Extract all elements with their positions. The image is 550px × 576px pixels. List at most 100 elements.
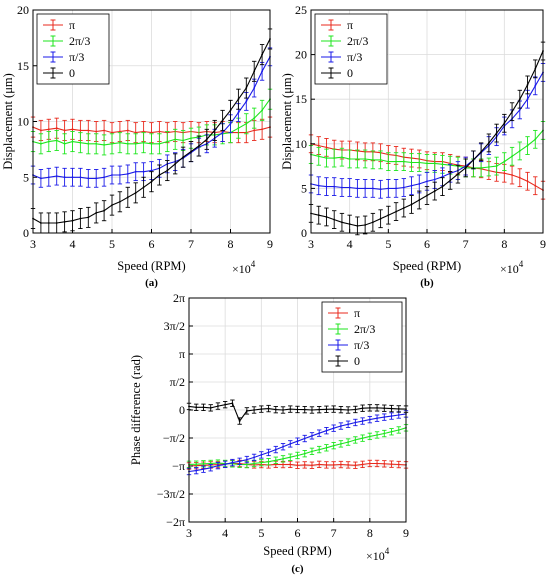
data-point [361, 463, 364, 466]
y-tick-label: −π [172, 459, 185, 473]
data-point [261, 128, 263, 131]
data-point [402, 186, 405, 189]
data-point [534, 138, 537, 141]
data-point [332, 427, 335, 430]
data-point [296, 440, 299, 443]
legend-label: 0 [354, 354, 360, 368]
data-point [340, 425, 342, 427]
data-point [318, 463, 321, 466]
data-point [231, 402, 234, 405]
data-point [253, 117, 256, 120]
data-point [354, 408, 357, 411]
data-point [238, 420, 241, 422]
x-tick-label: 7 [188, 237, 194, 251]
y-tick-label: 0 [179, 403, 185, 417]
data-point [87, 129, 90, 132]
data-point [158, 130, 161, 133]
x-tick-label: 8 [501, 237, 507, 251]
data-point [87, 177, 90, 180]
data-point [142, 141, 145, 144]
series-c-3 [186, 399, 409, 425]
data-point [534, 67, 537, 70]
x-axis-multiplier: ×104 [366, 546, 390, 563]
x-tick-label: 6 [424, 237, 430, 251]
data-point [142, 170, 145, 173]
y-tick-label: 2π [173, 291, 185, 305]
data-point [347, 464, 350, 466]
data-point [158, 174, 161, 176]
data-point [395, 160, 397, 163]
data-point [142, 186, 145, 189]
data-point [303, 437, 306, 440]
legend-label: 0 [69, 66, 75, 80]
data-point [379, 188, 382, 191]
data-point [289, 408, 292, 411]
data-point [119, 141, 121, 144]
data-point [229, 122, 232, 125]
data-point [245, 122, 248, 125]
data-point [397, 408, 400, 410]
data-point [387, 187, 390, 190]
x-tick-label: 7 [463, 237, 469, 251]
legend-marker [321, 51, 341, 63]
data-point [395, 210, 397, 213]
data-point [103, 209, 105, 212]
data-point [534, 184, 537, 187]
data-point [253, 462, 256, 465]
data-point [119, 200, 121, 203]
x-tick-label: 8 [228, 237, 234, 251]
x-tick-label: 7 [331, 526, 337, 540]
data-point [333, 157, 336, 159]
x-tick-label: 3 [308, 237, 314, 251]
data-point [40, 142, 42, 145]
data-point [379, 217, 382, 220]
legend-label: π/3 [354, 338, 369, 352]
legend-box [314, 13, 388, 85]
data-point [253, 87, 256, 89]
data-point [190, 150, 192, 153]
data-point [289, 442, 292, 445]
y-tick-label: 10 [17, 115, 29, 129]
series-c-2 [186, 410, 409, 476]
data-point [376, 406, 378, 409]
x-tick-label: 6 [295, 526, 301, 540]
data-point [217, 464, 219, 467]
series-b-1 [308, 121, 546, 178]
data-point [340, 463, 342, 466]
y-tick-label: 25 [295, 3, 307, 17]
data-point [126, 173, 129, 175]
legend-label: 2π/3 [347, 34, 368, 48]
data-point [383, 462, 386, 465]
data-point [311, 464, 313, 467]
data-point [103, 144, 105, 146]
data-point [274, 408, 277, 411]
data-point [182, 156, 185, 159]
data-point [526, 180, 529, 183]
data-point [303, 464, 306, 466]
data-point [503, 172, 506, 175]
data-point [364, 224, 367, 226]
chart-c: 3 4 5 6 7 8 9 −2π −3π/2 −π −π/2 0 π/2 π 3π/2 2π Speed (R… [129, 291, 409, 575]
data-point [202, 462, 205, 465]
data-point [347, 441, 350, 443]
x-tick-label: 9 [540, 237, 546, 251]
data-point [318, 432, 321, 435]
data-point [347, 423, 350, 426]
data-point [511, 110, 513, 113]
data-point [261, 70, 263, 73]
data-point [296, 464, 299, 467]
data-point [402, 207, 405, 209]
data-point [426, 180, 428, 183]
data-point [418, 183, 421, 185]
data-point [303, 452, 306, 455]
data-point [348, 186, 351, 189]
data-point [217, 405, 219, 407]
data-point [221, 119, 224, 122]
data-point [195, 406, 198, 409]
panel-label: (b) [420, 277, 434, 289]
data-point [376, 417, 378, 420]
data-point [433, 190, 436, 192]
data-point [267, 451, 270, 454]
data-point [87, 142, 90, 145]
data-point [518, 176, 521, 179]
